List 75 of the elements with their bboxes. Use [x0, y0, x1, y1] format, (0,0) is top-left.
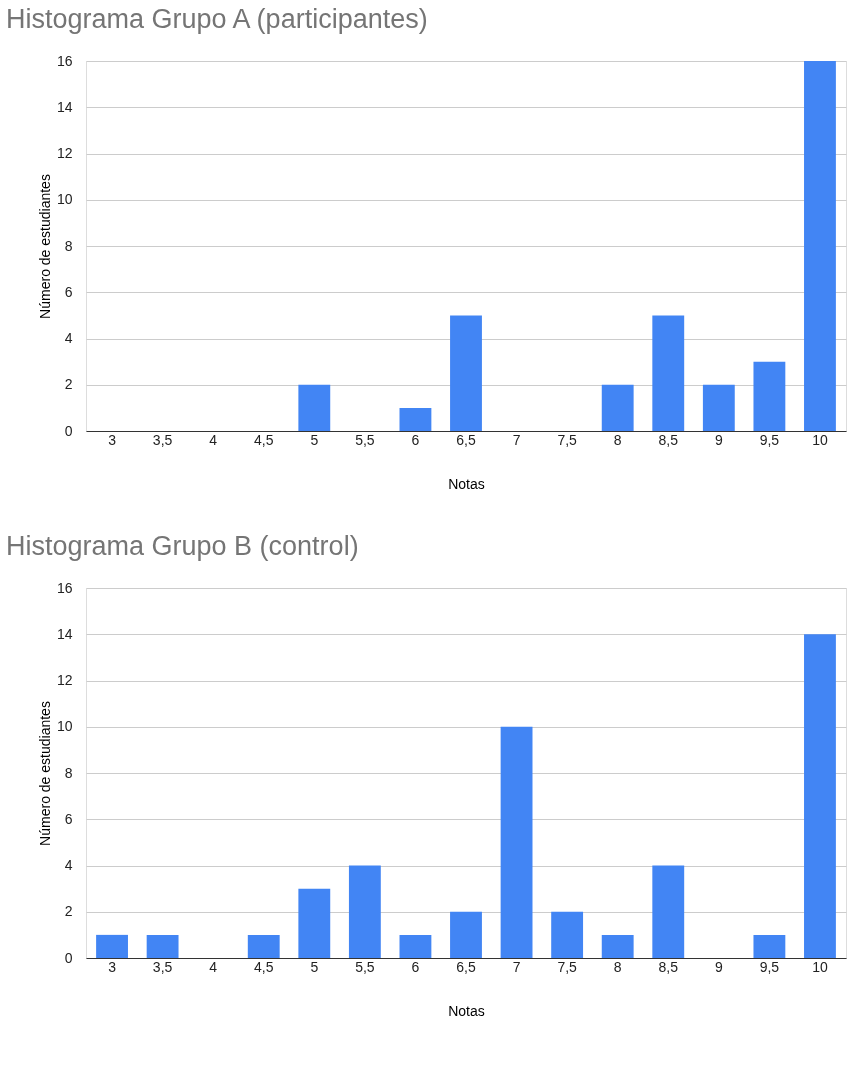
x-tick-label: 6	[411, 431, 420, 448]
y-tick-label: 4	[64, 857, 73, 873]
y-tick-label: 6	[64, 283, 73, 300]
x-tick-label: 6,5	[456, 958, 476, 975]
bar	[702, 384, 735, 431]
y-tick-label: 0	[64, 422, 73, 439]
bar	[652, 315, 685, 431]
x-tick-label: 5,5	[355, 958, 375, 975]
bar	[551, 911, 584, 958]
x-tick-label: 9,5	[759, 431, 780, 448]
x-tick-label: 4,5	[254, 431, 274, 448]
y-tick-label: 12	[56, 672, 73, 688]
x-tick-label: 9	[714, 431, 723, 448]
y-tick-label: 8	[64, 764, 73, 781]
bar	[298, 384, 331, 431]
bar	[247, 934, 280, 958]
bar	[753, 934, 786, 958]
x-tick-label: 6	[411, 958, 420, 975]
x-tick-label: 10	[812, 431, 828, 448]
x-tick-label: 8	[613, 431, 622, 448]
bar	[298, 888, 331, 958]
x-tick-label: 4,5	[254, 958, 274, 975]
y-tick-label: 14	[56, 625, 73, 642]
y-tick-label: 2	[64, 376, 73, 393]
bar	[601, 934, 634, 958]
y-tick-label: 6	[64, 810, 73, 827]
y-tick-label: 8	[64, 237, 73, 254]
x-tick-label: 3,5	[152, 958, 173, 975]
x-tick-label: 3,5	[152, 431, 173, 448]
bar	[348, 865, 381, 958]
x-tick-label: 7,5	[557, 431, 578, 448]
x-tick-label: 4	[209, 431, 218, 448]
x-axis-title: Notas	[448, 1002, 485, 1019]
bar	[399, 934, 432, 958]
x-tick-label: 3	[108, 431, 117, 448]
x-axis-title: Notas	[448, 475, 485, 492]
y-tick-label: 16	[56, 52, 73, 69]
y-tick-label: 10	[56, 718, 73, 735]
bar	[500, 726, 533, 958]
x-tick-label: 7	[512, 958, 521, 975]
x-tick-label: 8,5	[658, 431, 679, 448]
bar	[804, 61, 836, 431]
bar	[96, 934, 128, 958]
bar	[804, 634, 836, 958]
y-axis-title: Número de estudiantes	[36, 174, 53, 319]
bar	[652, 865, 685, 958]
x-tick-label: 5	[310, 431, 319, 448]
y-tick-label: 12	[56, 145, 73, 161]
x-tick-label: 9	[714, 958, 723, 975]
bar	[450, 911, 482, 958]
bar	[601, 384, 634, 431]
bar	[399, 407, 432, 431]
x-tick-label: 7	[512, 431, 521, 448]
x-tick-label: 9,5	[759, 958, 780, 975]
bar	[753, 361, 786, 431]
x-tick-label: 10	[812, 958, 828, 975]
x-tick-label: 8,5	[658, 958, 679, 975]
y-tick-label: 14	[56, 98, 73, 115]
x-tick-label: 6,5	[456, 431, 476, 448]
x-tick-label: 5,5	[355, 431, 375, 448]
chart-title: Histograma Grupo B (control)	[6, 531, 359, 561]
y-axis-title: Número de estudiantes	[36, 701, 53, 846]
y-tick-label: 2	[64, 903, 73, 920]
y-tick-label: 10	[56, 191, 73, 208]
x-tick-label: 7,5	[557, 958, 578, 975]
x-tick-label: 3	[108, 958, 117, 975]
y-tick-label: 4	[64, 330, 73, 346]
y-tick-label: 0	[64, 949, 73, 966]
x-tick-label: 4	[209, 958, 218, 975]
chart-title: Histograma Grupo A (participantes)	[6, 4, 428, 34]
x-tick-label: 5	[310, 958, 319, 975]
bar	[450, 315, 482, 431]
y-tick-label: 16	[56, 579, 73, 596]
bar	[146, 934, 179, 958]
x-tick-label: 8	[613, 958, 622, 975]
